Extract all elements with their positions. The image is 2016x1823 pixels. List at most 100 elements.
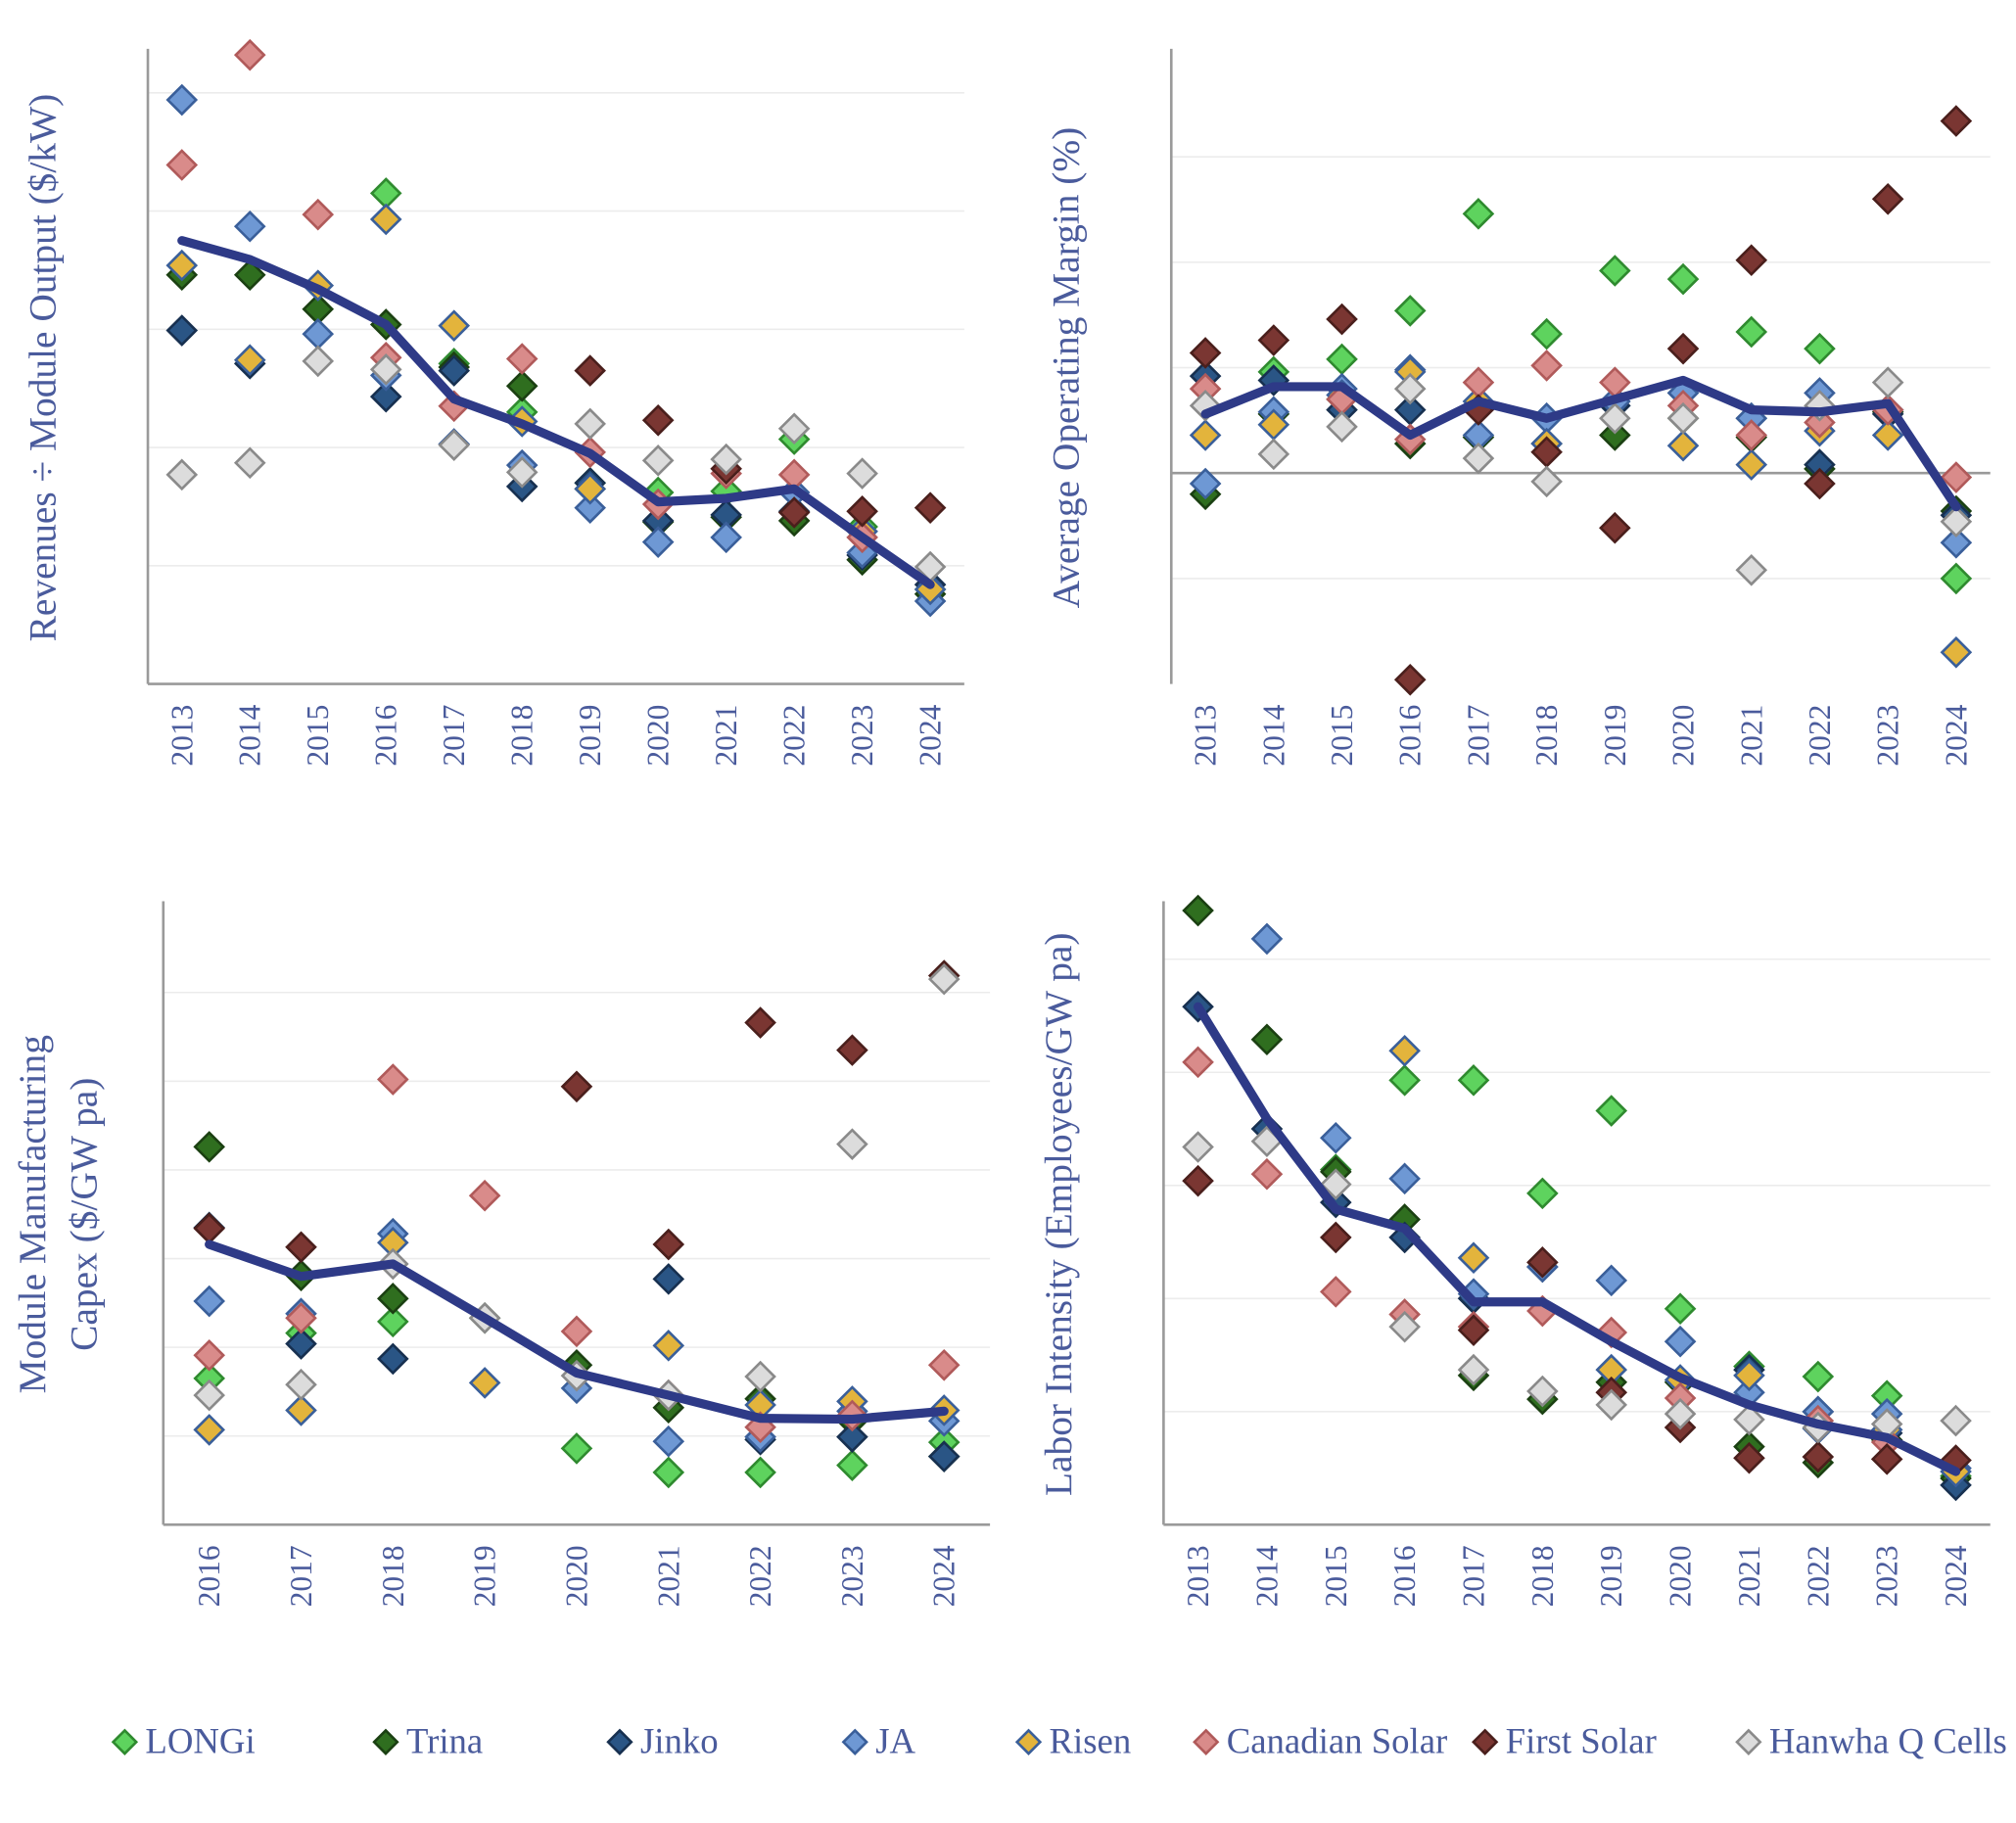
marker xyxy=(1940,526,1973,559)
legend-label: Jinko xyxy=(640,1720,719,1760)
marker xyxy=(505,369,539,402)
x-tick-label: 2015 xyxy=(1325,705,1359,767)
marker xyxy=(1871,419,1904,451)
marker xyxy=(302,345,335,378)
marker xyxy=(836,1034,868,1066)
marker xyxy=(641,403,675,437)
marker xyxy=(1664,1397,1697,1430)
marker xyxy=(1326,343,1358,376)
marker xyxy=(1804,332,1836,365)
x-tick-label: 2023 xyxy=(845,705,879,767)
marker xyxy=(1393,663,1427,696)
marker xyxy=(285,1368,317,1401)
marker xyxy=(1388,1035,1421,1067)
marker xyxy=(377,1305,409,1338)
legend-marker xyxy=(372,1728,399,1755)
marker xyxy=(710,443,742,476)
marker xyxy=(846,457,878,490)
marker xyxy=(1595,1388,1628,1422)
marker xyxy=(1526,1375,1559,1408)
marker xyxy=(285,1301,317,1334)
legend-label: Risen xyxy=(1050,1720,1132,1760)
marker xyxy=(1250,1157,1284,1191)
marker xyxy=(1871,182,1904,215)
marker xyxy=(1182,894,1214,927)
marker xyxy=(233,210,266,243)
marker xyxy=(233,446,266,480)
legend-marker xyxy=(111,1728,139,1755)
marker xyxy=(1182,1131,1214,1163)
series-group xyxy=(574,354,947,529)
legend-marker xyxy=(1471,1728,1499,1755)
marker xyxy=(1666,429,1700,462)
legend-label: Trina xyxy=(406,1720,483,1760)
marker xyxy=(1599,511,1631,544)
marker xyxy=(1664,1292,1697,1326)
x-tick-label: 2022 xyxy=(1801,1545,1835,1607)
marker xyxy=(233,38,266,71)
marker xyxy=(1802,1360,1835,1393)
series-group xyxy=(1189,350,1973,493)
x-tick-label: 2017 xyxy=(437,705,471,767)
series-group xyxy=(1319,1064,1972,1492)
marker xyxy=(369,353,402,386)
x-tick-label: 2019 xyxy=(1594,1545,1628,1607)
x-tick-label: 2015 xyxy=(301,705,335,767)
marker xyxy=(1599,255,1631,287)
marker xyxy=(1871,366,1904,398)
marker xyxy=(1257,324,1290,356)
marker xyxy=(1393,372,1427,405)
series-group xyxy=(1182,894,1972,1495)
marker xyxy=(1182,1164,1214,1197)
x-tick-label: 2013 xyxy=(1189,705,1223,767)
series-group xyxy=(1182,990,1972,1502)
marker xyxy=(1666,332,1700,365)
x-tick-label: 2014 xyxy=(1249,1545,1284,1607)
trend-line xyxy=(1200,375,1961,512)
marker xyxy=(369,203,402,236)
marker xyxy=(574,407,606,441)
marker xyxy=(836,1421,868,1453)
series-group xyxy=(165,203,947,606)
x-tick-label: 2020 xyxy=(1664,1545,1698,1607)
marker xyxy=(1189,467,1222,500)
marker xyxy=(369,177,402,210)
marker xyxy=(165,83,199,117)
marker xyxy=(1257,438,1290,471)
series-group xyxy=(1182,1125,1972,1444)
marker xyxy=(1595,1264,1628,1297)
marker xyxy=(233,258,266,292)
legend-marker xyxy=(1014,1728,1043,1755)
x-tick-label: 2013 xyxy=(164,705,199,767)
marker xyxy=(302,198,335,231)
marker xyxy=(438,354,471,387)
marker xyxy=(369,380,402,413)
x-tick-label: 2013 xyxy=(1181,1545,1215,1607)
marker xyxy=(744,1360,776,1393)
marker xyxy=(1189,390,1222,422)
marker xyxy=(1319,1121,1352,1154)
x-tick-label: 2017 xyxy=(1461,705,1495,767)
marker xyxy=(1940,635,1973,669)
x-tick-label: 2016 xyxy=(1387,1545,1422,1607)
marker xyxy=(377,1283,409,1315)
x-tick-label: 2019 xyxy=(1598,705,1632,767)
marker xyxy=(1530,350,1563,382)
marker xyxy=(1530,317,1563,351)
x-tick-label: 2024 xyxy=(927,1545,961,1607)
marker xyxy=(836,1128,868,1160)
marker xyxy=(193,1285,225,1318)
marker xyxy=(560,1432,593,1465)
legend-marker xyxy=(841,1728,868,1755)
marker xyxy=(193,1131,225,1163)
marker xyxy=(377,1342,409,1376)
marker xyxy=(1319,1168,1352,1200)
marker xyxy=(193,1379,225,1412)
marker xyxy=(1735,448,1768,481)
marker xyxy=(505,456,539,489)
x-tick-label: 2018 xyxy=(1525,1545,1560,1607)
trend-line xyxy=(205,1239,949,1425)
marker xyxy=(1666,401,1700,435)
